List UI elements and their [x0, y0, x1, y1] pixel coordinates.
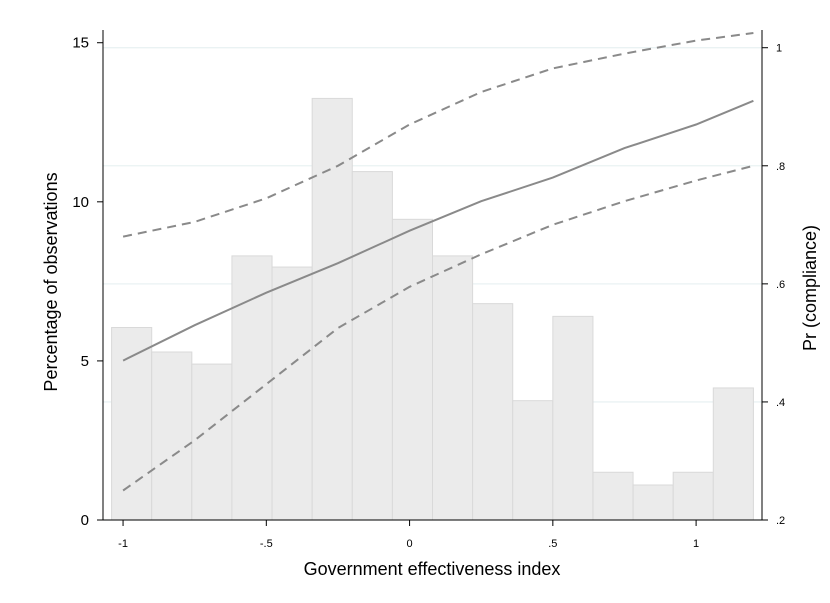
y-right-tick-label: .2 — [776, 515, 785, 527]
histogram-bars — [111, 97, 754, 521]
y-left-tick-label: 0 — [81, 512, 89, 529]
x-tick-label: -.5 — [260, 538, 273, 550]
y-right-tick-label: .4 — [776, 397, 785, 409]
prediction-lines — [122, 32, 754, 492]
y-axis-title-left: Percentage of observations — [41, 172, 61, 391]
histogram-bar — [432, 255, 474, 521]
histogram-bar — [111, 327, 153, 521]
histogram-bar — [271, 266, 313, 521]
y-right-tick-label: .6 — [776, 279, 785, 291]
histogram-bar — [632, 484, 674, 521]
estimate-line — [122, 99, 754, 362]
y-axis-title-right: Pr (compliance) — [800, 225, 820, 351]
x-tick-label: 1 — [693, 538, 699, 550]
histogram-bar — [351, 171, 393, 521]
y-left-tick-label: 10 — [72, 194, 89, 211]
histogram-bar — [391, 218, 434, 521]
axes — [97, 30, 768, 526]
y-left-tick-label: 5 — [81, 353, 89, 370]
y-right-tick-label: .8 — [776, 161, 785, 173]
y-right-tick-label: 1 — [776, 43, 782, 55]
histogram-bar — [552, 315, 594, 521]
histogram-bar — [512, 400, 554, 521]
histogram-bar — [191, 363, 233, 521]
lower-ci-line — [122, 164, 754, 492]
x-tick-label: 0 — [407, 538, 413, 550]
x-axis-title: Government effectiveness index — [304, 559, 561, 579]
histogram-bar — [472, 303, 514, 521]
histogram-bar — [151, 351, 193, 521]
histogram-bar — [592, 471, 634, 521]
histogram-bar — [712, 387, 754, 521]
y-left-tick-label: 15 — [72, 35, 89, 52]
histogram-bar — [672, 471, 714, 521]
histogram-bar — [311, 97, 353, 521]
histogram-bar — [231, 255, 273, 521]
x-tick-label: .5 — [548, 538, 557, 550]
x-tick-label: -1 — [118, 538, 128, 550]
upper-ci-line — [122, 32, 754, 238]
